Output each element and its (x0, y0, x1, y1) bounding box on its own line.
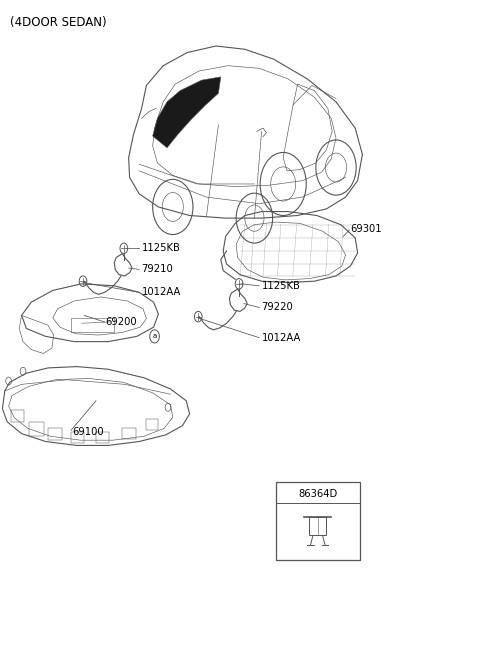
Bar (48, 428, 62, 440)
Text: 79220: 79220 (262, 302, 293, 313)
Bar (122, 428, 136, 439)
Text: 1012AA: 1012AA (142, 287, 181, 298)
Bar (71, 318, 114, 332)
Text: 79210: 79210 (142, 264, 173, 275)
Bar (96, 432, 109, 443)
Text: 69301: 69301 (350, 223, 382, 234)
Text: 69100: 69100 (72, 427, 104, 438)
Bar (276, 482, 360, 560)
Bar (146, 419, 158, 430)
Text: 69200: 69200 (106, 317, 137, 327)
Text: 1125KB: 1125KB (142, 243, 180, 254)
Bar (29, 422, 44, 436)
Bar (71, 432, 84, 443)
Polygon shape (153, 77, 221, 148)
Text: 1012AA: 1012AA (262, 332, 301, 343)
Bar (309, 517, 326, 535)
Bar (11, 410, 24, 422)
Text: 1125KB: 1125KB (262, 281, 300, 291)
Text: (4DOOR SEDAN): (4DOOR SEDAN) (10, 16, 106, 30)
Text: 86364D: 86364D (298, 489, 337, 499)
Text: a: a (153, 333, 156, 340)
